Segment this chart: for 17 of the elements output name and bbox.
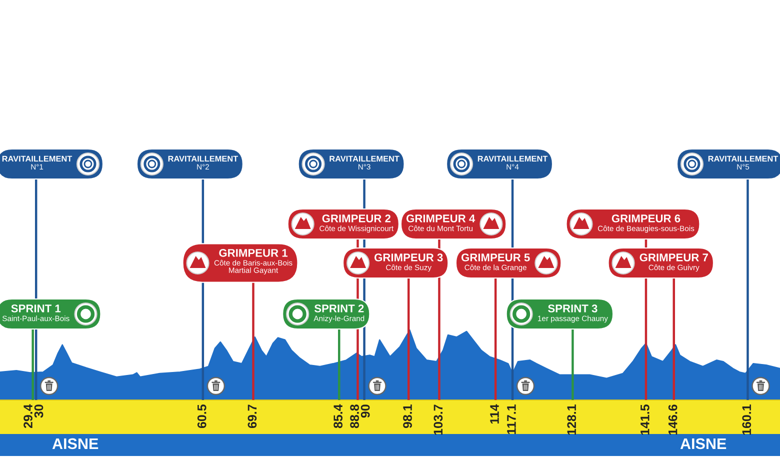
x-tick-label: 98.1 bbox=[403, 404, 412, 428]
x-tick-label: 160.1 bbox=[742, 404, 752, 435]
x-tick-label: 141.5 bbox=[640, 404, 650, 435]
text: AISNE bbox=[52, 438, 98, 450]
x-tick-label: 29.4 bbox=[24, 404, 32, 428]
x-tick-label: 114 bbox=[490, 404, 499, 424]
x-tick-label: 146.6 bbox=[668, 404, 678, 435]
x-tick-label: 128.1 bbox=[567, 404, 576, 435]
x-tick-label: 60.5 bbox=[197, 404, 206, 428]
x-tick-label: 90 bbox=[360, 404, 370, 418]
x-tick-label: 103.7 bbox=[434, 404, 443, 435]
x-tick-label: 88.8 bbox=[350, 404, 359, 428]
x-tick-label: 117.1 bbox=[507, 404, 516, 434]
text: AISNE bbox=[680, 438, 726, 450]
x-tick-label: 30 bbox=[34, 404, 44, 418]
x-tick-label: 69.7 bbox=[248, 404, 257, 428]
x-tick-label: 85.4 bbox=[334, 404, 342, 428]
